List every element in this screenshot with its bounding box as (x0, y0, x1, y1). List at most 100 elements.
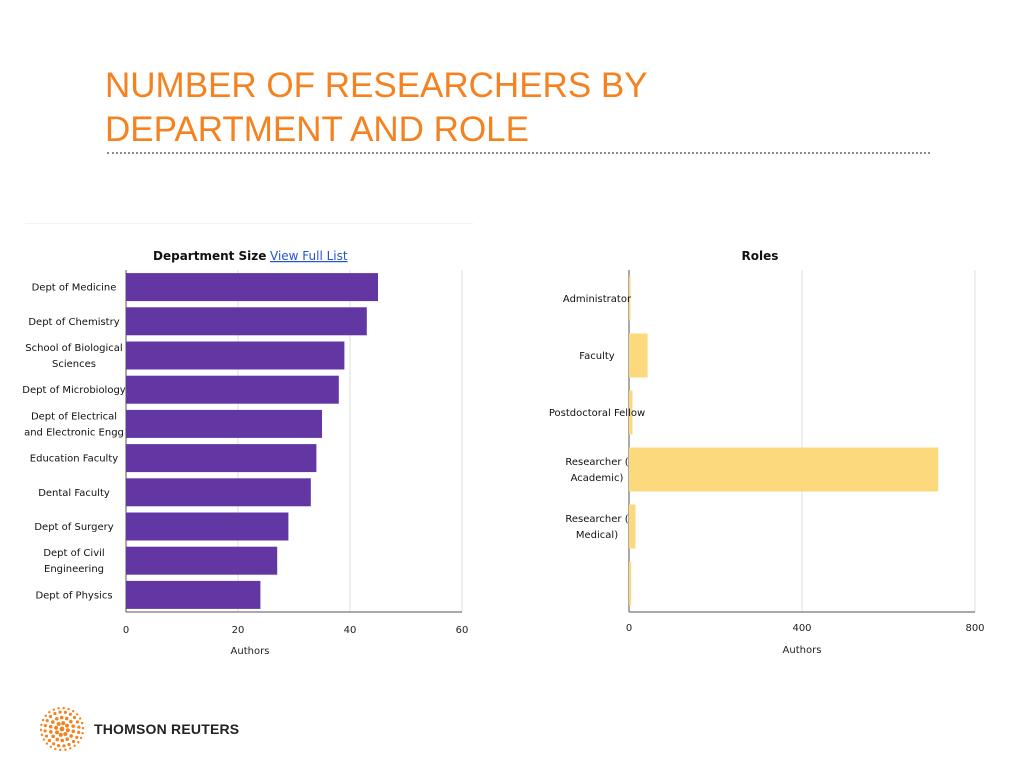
roles-x-tick-label: 400 (792, 623, 811, 634)
department-bar (126, 409, 322, 438)
logo-dot (49, 730, 53, 734)
logo-dot (58, 710, 62, 714)
logo-dot (71, 739, 76, 744)
logo-dot (52, 708, 55, 711)
logo-dot (40, 728, 43, 732)
logo-dot (69, 747, 72, 750)
department-x-tick-label: 40 (344, 625, 357, 636)
logo-dot (57, 707, 60, 710)
roles-bar (629, 447, 939, 492)
logo-dot (52, 742, 56, 746)
department-category-label-line: Dept of Civil (43, 548, 104, 559)
logo-dot (48, 711, 51, 714)
department-category-label: Dept of Electrical and Electronic Engg (24, 411, 124, 438)
logo-dot (60, 738, 65, 743)
department-category-label: Dept of Surgery (34, 522, 113, 533)
logo-dot (62, 707, 65, 710)
logo-dot (63, 732, 68, 737)
logo-dot (65, 723, 70, 728)
logo-dot (79, 736, 83, 740)
logo-dot (71, 710, 75, 713)
roles-x-tick-label: 800 (965, 623, 984, 634)
logo-dot (41, 718, 45, 722)
department-category-label-line: Dental Faculty (38, 488, 110, 499)
roles-chart: Roles 0 400 800 Authors Administrator Faculty P… (549, 249, 985, 656)
department-chart: Department Size View Full List 0 20 40 60 Auth… (22, 249, 468, 657)
roles-bar (629, 390, 633, 435)
department-x-tick-label: 0 (123, 625, 129, 636)
logo-dot (43, 724, 47, 728)
department-category-label: Dental Faculty (38, 488, 110, 499)
logo-dot (59, 715, 64, 720)
slide-title-line-1: NUMBER OF RESEARCHERS BY (105, 66, 648, 105)
logo-dot (54, 730, 59, 735)
logo-dot (58, 732, 63, 737)
department-bar (126, 580, 261, 609)
department-bar (126, 375, 339, 404)
roles-category-label: Researcher (Medical) (565, 514, 628, 541)
logo-dot (71, 724, 75, 728)
roles-chart-title: Roles (742, 249, 779, 263)
logo-dot (44, 734, 49, 738)
logo-dot (81, 726, 84, 730)
view-full-list-link[interactable]: View Full List (270, 249, 348, 263)
logo-dot (42, 738, 46, 741)
roles-x-axis-title: Authors (783, 645, 822, 656)
department-category-label-line: Dept of Microbiology (22, 385, 126, 396)
logo-dot (61, 721, 66, 726)
department-x-tick-label: 20 (232, 625, 245, 636)
slide-title-line-2: DEPARTMENT AND ROLE (105, 110, 529, 149)
department-bar (126, 546, 278, 575)
roles-category-label: Administrator (563, 294, 632, 305)
logo-dot (53, 711, 57, 716)
department-category-label-line: Dept of Chemistry (28, 317, 119, 328)
logo-dot (69, 719, 73, 724)
logo-dot (40, 733, 44, 737)
logo-dot (67, 742, 71, 747)
logo-text: THOMSON REUTERS (94, 721, 240, 737)
logo-dot (77, 725, 81, 729)
logo-dot (77, 730, 81, 734)
logo-dot (75, 735, 79, 739)
department-category-label-line: Dept of Medicine (32, 283, 117, 294)
logo-dot (57, 744, 61, 748)
department-bar (126, 444, 317, 473)
department-category-label-line: Sciences (52, 359, 96, 370)
department-category-label: Education Faculty (30, 454, 118, 465)
department-category-label-line: Engineering (44, 564, 104, 575)
roles-category-label: Researcher (Academic) (565, 457, 628, 484)
charts-canvas: Department Size View Full List 0 20 40 60 Auth… (22, 249, 985, 657)
department-bar (126, 512, 289, 541)
department-category-label-line: Dept of Electrical (31, 411, 117, 422)
logo-dot (75, 713, 79, 716)
title-divider (107, 152, 930, 154)
roles-category-label: Postdoctoral Fellow (549, 408, 645, 419)
slide-title: NUMBER OF RESEARCHERS BY DEPARTMENT AND … (105, 64, 905, 152)
logo-dot (72, 715, 77, 720)
logo-dot (45, 742, 49, 745)
department-category-label-line: Dept of Surgery (34, 522, 113, 533)
department-bar (126, 478, 311, 507)
department-chart-title: Department Size (153, 249, 266, 263)
roles-x-tick-label: 0 (626, 623, 632, 634)
roles-bar (629, 333, 648, 378)
roles-category-label: Faculty (579, 351, 614, 362)
logo-dot (59, 726, 65, 732)
roles-bar (629, 561, 632, 606)
thomson-reuters-logo: THOMSON REUTERS (40, 707, 239, 751)
department-category-label: Dept of Chemistry (28, 317, 119, 328)
roles-category-label-line: Administrator (563, 294, 632, 305)
logo-dot (65, 728, 70, 733)
logo-dot (43, 729, 47, 733)
logo-dot (62, 744, 66, 748)
department-x-axis-title: Authors (231, 646, 270, 657)
department-bar (126, 341, 345, 370)
department-x-tick-label: 60 (456, 625, 469, 636)
logo-dot (48, 714, 53, 719)
logo-dot (51, 720, 55, 724)
roles-bar (629, 504, 636, 549)
logo-dot (55, 737, 60, 742)
logo-dot (64, 716, 69, 721)
logo-dot (63, 710, 67, 714)
logo-dot (40, 723, 43, 727)
